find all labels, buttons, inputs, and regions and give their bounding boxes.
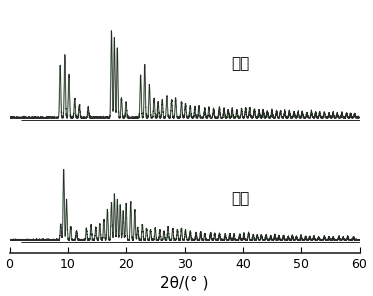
Text: 样品: 样品 <box>231 56 250 71</box>
X-axis label: 2θ/(° ): 2θ/(° ) <box>160 276 209 290</box>
Text: 标准: 标准 <box>231 191 250 206</box>
